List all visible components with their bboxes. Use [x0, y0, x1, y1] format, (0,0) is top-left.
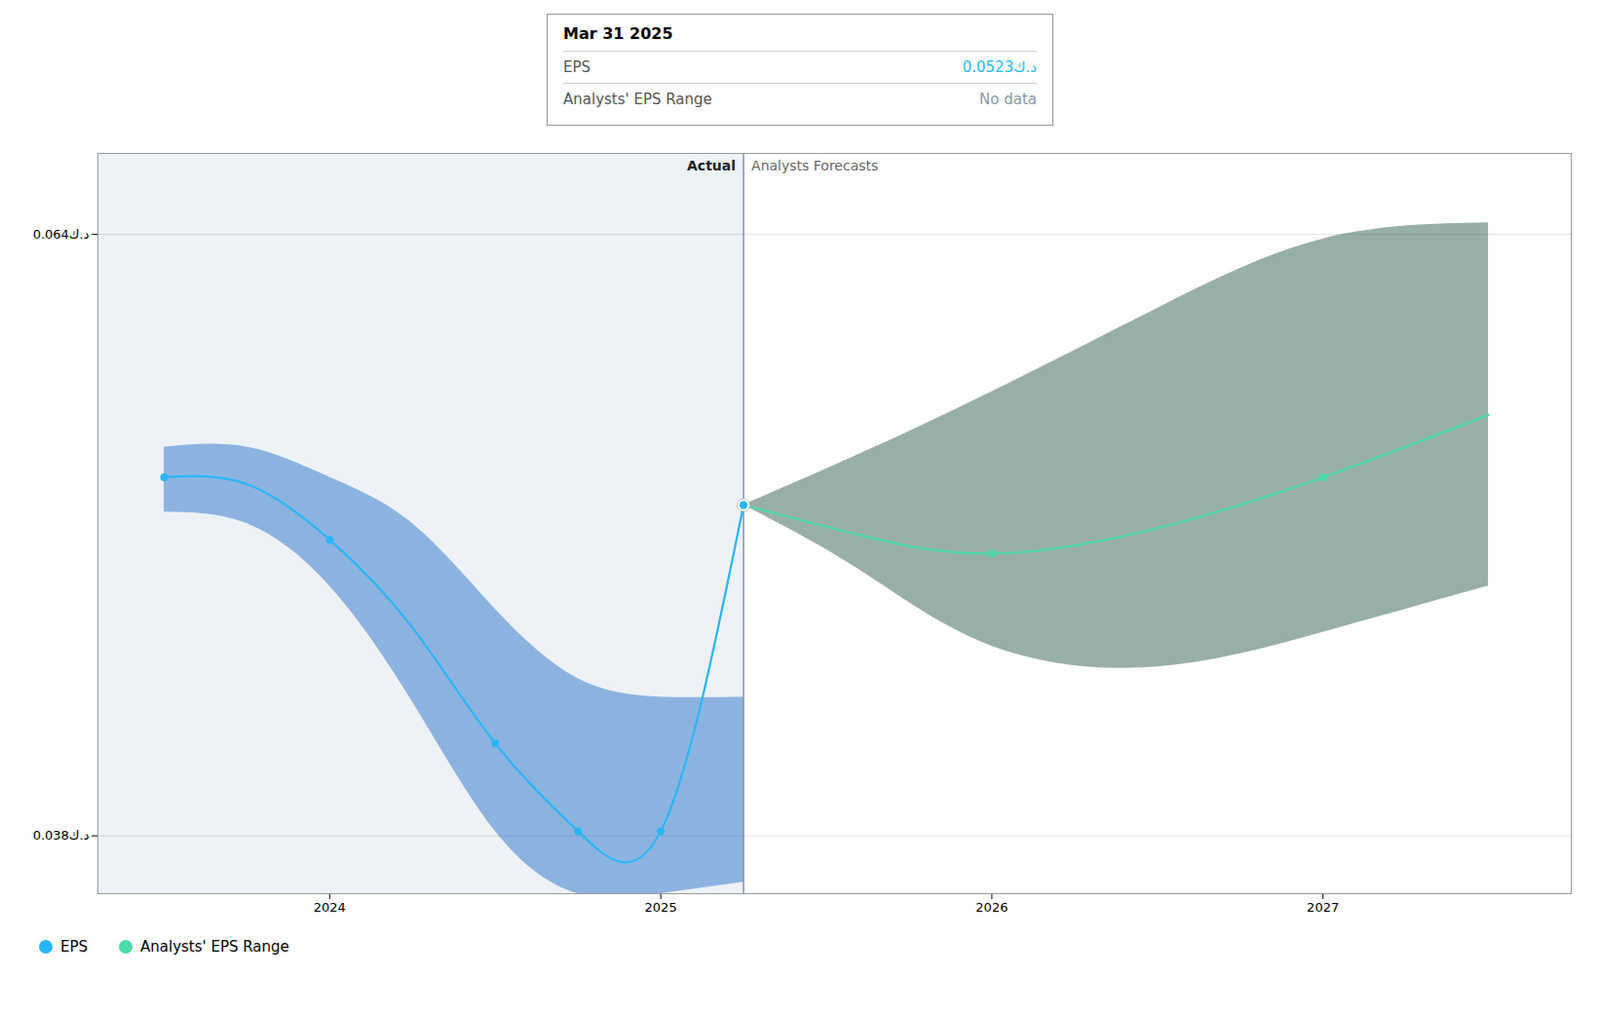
svg-text:0.064د.ك: 0.064د.ك [33, 227, 90, 242]
svg-text:2026: 2026 [975, 900, 1008, 915]
svg-text:2025: 2025 [645, 900, 678, 915]
html-text:Analysts' EPS Range: Analysts' EPS Range [140, 938, 290, 956]
html-text:Mar 31 2025: Mar 31 2025 [563, 24, 673, 43]
svg-text:Analysts Forecasts: Analysts Forecasts [751, 157, 878, 174]
html-text:No data: No data [979, 90, 1037, 109]
html-text:0.0523د.ك: 0.0523د.ك [962, 58, 1037, 77]
svg-text:2024: 2024 [313, 900, 346, 915]
svg-text:2027: 2027 [1306, 900, 1339, 915]
svg-text:Actual: Actual [686, 157, 736, 174]
html-text:EPS: EPS [60, 938, 88, 956]
html-text:Analysts' EPS Range: Analysts' EPS Range [563, 90, 713, 109]
html-text:EPS: EPS [563, 58, 591, 77]
svg-text:0.038د.ك: 0.038د.ك [33, 828, 90, 843]
